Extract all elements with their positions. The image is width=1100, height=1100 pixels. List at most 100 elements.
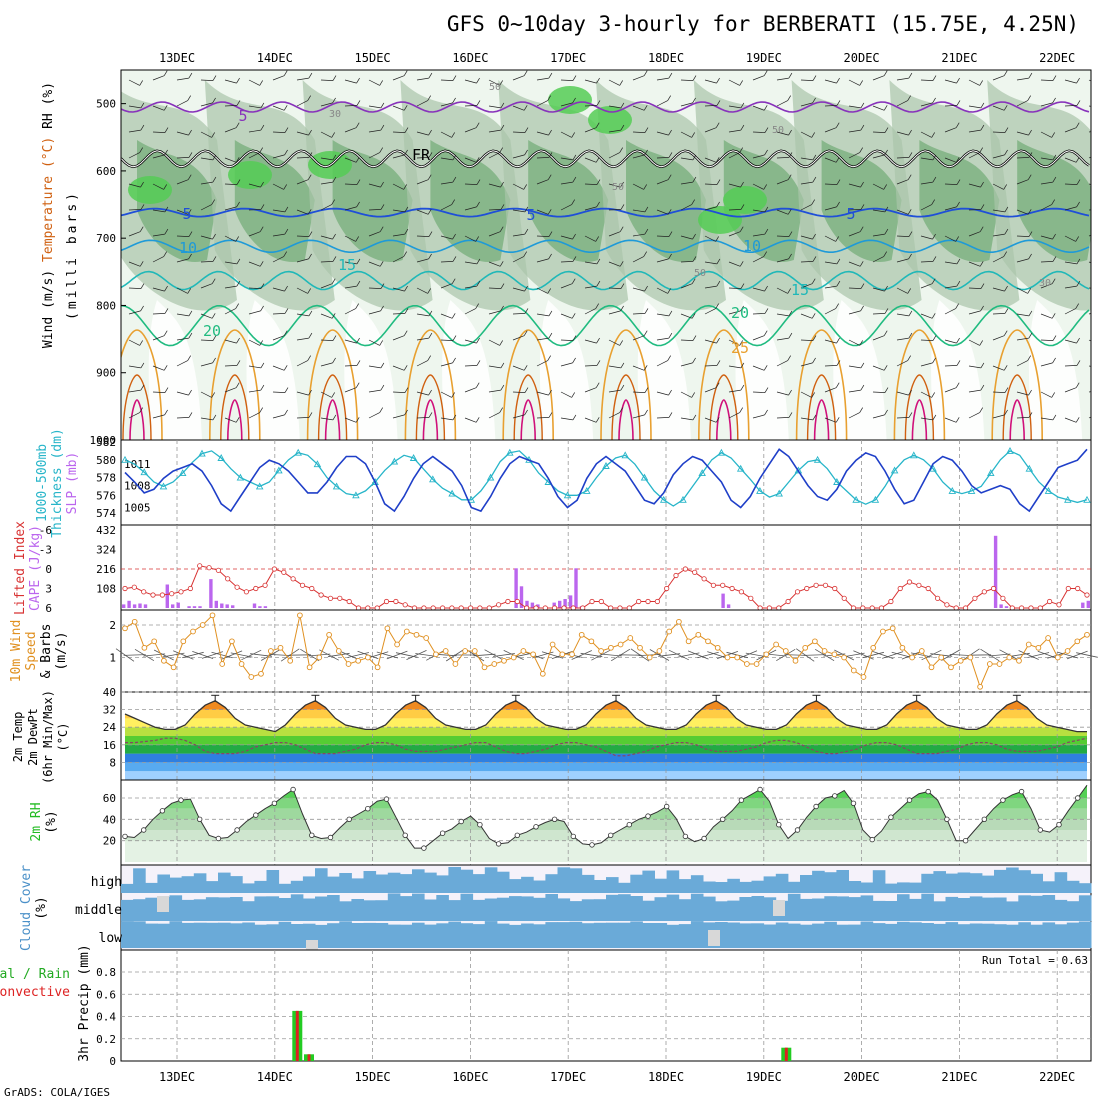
wind-speed-marker bbox=[821, 648, 828, 654]
wind-barb bbox=[368, 152, 380, 159]
wind-barb-feather bbox=[260, 102, 265, 109]
cloud-cell bbox=[254, 896, 267, 921]
cloud-cell bbox=[981, 897, 995, 921]
cloud-cell bbox=[897, 882, 910, 893]
wind-barb-feather bbox=[427, 288, 432, 294]
wind-barb bbox=[968, 231, 981, 237]
wind-barb-feather bbox=[1028, 253, 1032, 260]
lifted-index-marker bbox=[990, 585, 997, 592]
contour-35 bbox=[129, 399, 145, 440]
slp-line bbox=[124, 448, 1088, 513]
wind-barb bbox=[656, 77, 669, 81]
contour-30 bbox=[415, 374, 446, 440]
wind-barb bbox=[896, 157, 910, 159]
wind-barb bbox=[800, 204, 812, 211]
wind-barb bbox=[1016, 287, 1028, 294]
contour-label: 30 bbox=[1039, 278, 1051, 289]
wind-barb bbox=[704, 183, 718, 185]
wind-barb bbox=[272, 391, 286, 393]
precip-axis-label: 3hr Precip (mm) bbox=[77, 944, 92, 1061]
wind-barb-feather bbox=[476, 337, 480, 344]
rh-marker bbox=[309, 832, 315, 838]
pressure-tick: 700 bbox=[96, 232, 116, 245]
wind-barb-feather bbox=[932, 75, 937, 81]
wind-speed-marker bbox=[860, 674, 867, 680]
wind-barb bbox=[440, 204, 452, 211]
thickness-markers bbox=[121, 446, 1091, 503]
thickness-marker bbox=[775, 489, 783, 497]
lifted-index-marker bbox=[141, 589, 147, 595]
wind-barb-feather bbox=[692, 335, 697, 341]
wind-barb bbox=[1064, 261, 1077, 265]
wind-barb-feather bbox=[524, 127, 529, 133]
wind-barb bbox=[584, 235, 596, 242]
surface-wind-barb bbox=[338, 650, 359, 660]
cloud-panel-label: (%) bbox=[34, 896, 49, 919]
wind-barb bbox=[920, 157, 933, 161]
rh-marker bbox=[832, 793, 838, 799]
cloud-cell bbox=[436, 895, 449, 921]
wind-barb-feather bbox=[1027, 209, 1032, 215]
wind-barb-feather bbox=[620, 124, 625, 131]
wind-barb-feather bbox=[860, 124, 865, 131]
wind-barb bbox=[584, 183, 598, 185]
precip-total-label: tal / Rain bbox=[0, 967, 70, 982]
wind-barb-feather bbox=[476, 280, 481, 287]
surface-wind-barb bbox=[803, 654, 826, 656]
wind-speed-marker bbox=[608, 644, 614, 651]
cloud-cell bbox=[860, 882, 874, 893]
wind-barb bbox=[848, 152, 860, 159]
wind-barb-feather bbox=[332, 97, 336, 104]
cloud-cell bbox=[412, 869, 425, 893]
wind-barb bbox=[488, 231, 501, 237]
wind-barb bbox=[824, 157, 837, 163]
thickness-marker bbox=[390, 457, 399, 465]
wind-barb bbox=[632, 131, 646, 133]
contour-25 bbox=[893, 329, 946, 440]
wind-barb-feather bbox=[955, 417, 960, 423]
cloud-cell bbox=[399, 874, 413, 893]
wind-barb bbox=[608, 183, 621, 188]
wind-barb-feather bbox=[235, 382, 240, 388]
thickness-marker bbox=[967, 486, 976, 494]
cape-bar bbox=[525, 600, 529, 608]
wind-barb-feather bbox=[475, 122, 480, 128]
wind-speed-marker bbox=[413, 631, 420, 638]
cape-bar bbox=[721, 593, 725, 608]
temperature-contours bbox=[121, 101, 1090, 440]
rh-marker bbox=[477, 822, 483, 828]
wind-barb-feather bbox=[883, 105, 888, 111]
wind-barb bbox=[656, 258, 669, 263]
wind-barb bbox=[968, 339, 980, 346]
wind-barb-feather bbox=[356, 100, 361, 106]
wind-barb bbox=[1064, 105, 1078, 107]
wind-barb bbox=[752, 209, 765, 213]
wind-barb-feather bbox=[572, 97, 576, 104]
wind-speed-marker bbox=[471, 648, 478, 654]
wind-barb-feather bbox=[932, 176, 937, 183]
wind-barb bbox=[200, 131, 212, 138]
wind-speed-marker bbox=[1074, 638, 1081, 645]
wind-barb-feather bbox=[404, 127, 409, 133]
wind-barb bbox=[584, 285, 597, 289]
wind-barb-feather bbox=[379, 226, 384, 232]
cloud-cell bbox=[1018, 895, 1031, 921]
cloud-cell bbox=[787, 923, 801, 948]
wind-barb-feather bbox=[355, 236, 360, 242]
wind-barb bbox=[1040, 131, 1052, 138]
wind-barb bbox=[752, 154, 765, 159]
contour-25 bbox=[795, 329, 848, 440]
wind-barb-feather bbox=[787, 95, 792, 101]
wind-barb-feather bbox=[139, 226, 144, 232]
wind-barb-feather bbox=[1076, 337, 1080, 344]
wind-barb bbox=[896, 77, 909, 81]
wind-barb bbox=[896, 313, 909, 317]
wind-barb-feather bbox=[499, 147, 504, 153]
wind-barb-feather bbox=[836, 100, 841, 106]
wind-barb-feather bbox=[164, 149, 168, 156]
footer-credit: GrADS: COLA/IGES bbox=[4, 1086, 110, 1099]
lifted-index-marker bbox=[832, 585, 838, 592]
cape-bar bbox=[225, 604, 229, 608]
wind-barb bbox=[944, 127, 957, 133]
wind-barb-feather bbox=[523, 105, 528, 111]
